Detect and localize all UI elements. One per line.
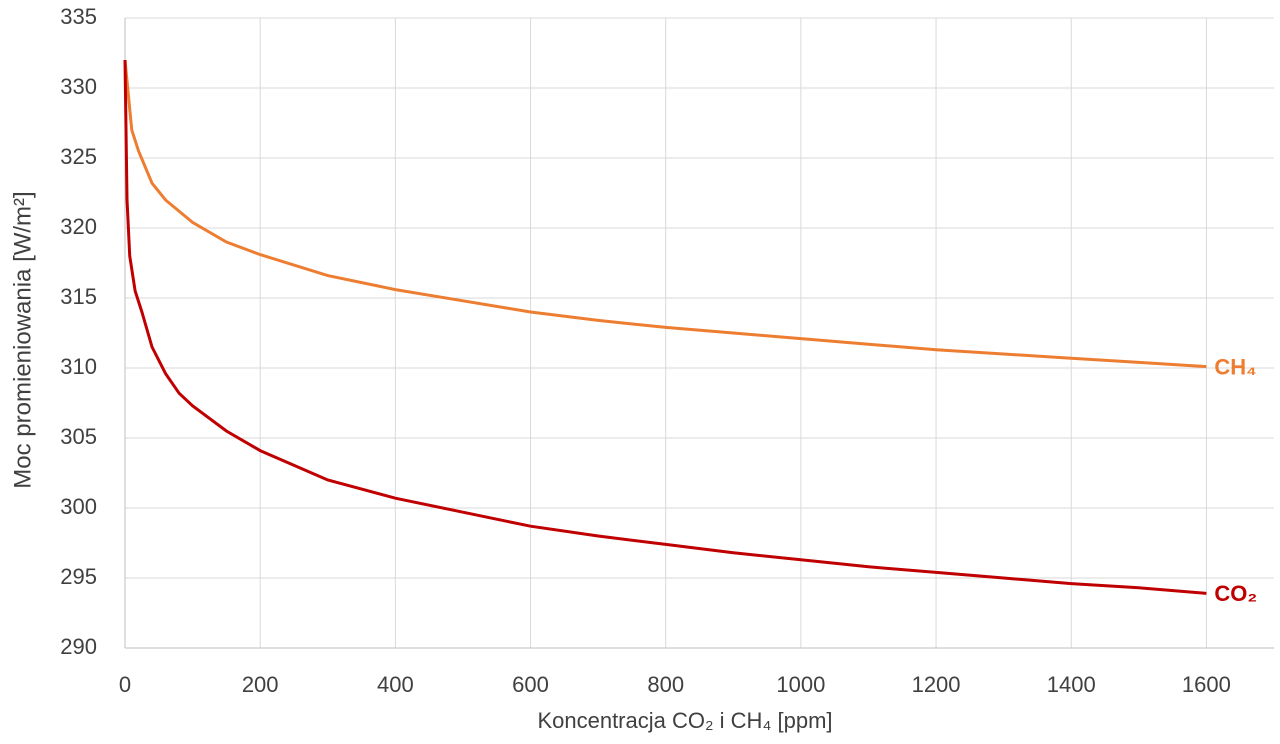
series-label: CH₄ (1214, 354, 1256, 379)
x-tick-label: 800 (647, 672, 684, 697)
y-tick-label: 305 (60, 424, 97, 449)
x-tick-label: 1400 (1047, 672, 1096, 697)
x-tick-label: 1200 (912, 672, 961, 697)
x-tick-label: 1000 (776, 672, 825, 697)
line (123, 59, 1207, 595)
y-tick-label: 295 (60, 564, 97, 589)
y-tick-label: 325 (60, 144, 97, 169)
x-tick-label: 200 (242, 672, 279, 697)
y-axis-label: Moc promieniowania [W/m²] (9, 191, 36, 488)
y-tick-label: 320 (60, 214, 97, 239)
x-tick-label: 400 (377, 672, 414, 697)
x-tick-label: 1600 (1182, 672, 1231, 697)
y-tick-label: 300 (60, 494, 97, 519)
y-tick-label: 310 (60, 354, 97, 379)
y-tick-label: 315 (60, 284, 97, 309)
y-tick-label: 330 (60, 74, 97, 99)
x-tick-label: 600 (512, 672, 549, 697)
y-tick-label: 290 (60, 634, 97, 659)
x-axis-label: Koncentracja CO₂ i CH₄ [ppm] (537, 708, 832, 733)
y-tick-label: 335 (60, 4, 97, 29)
x-tick-label: 0 (119, 672, 131, 697)
series-label: CO₂ (1214, 581, 1257, 606)
line (123, 59, 1207, 369)
